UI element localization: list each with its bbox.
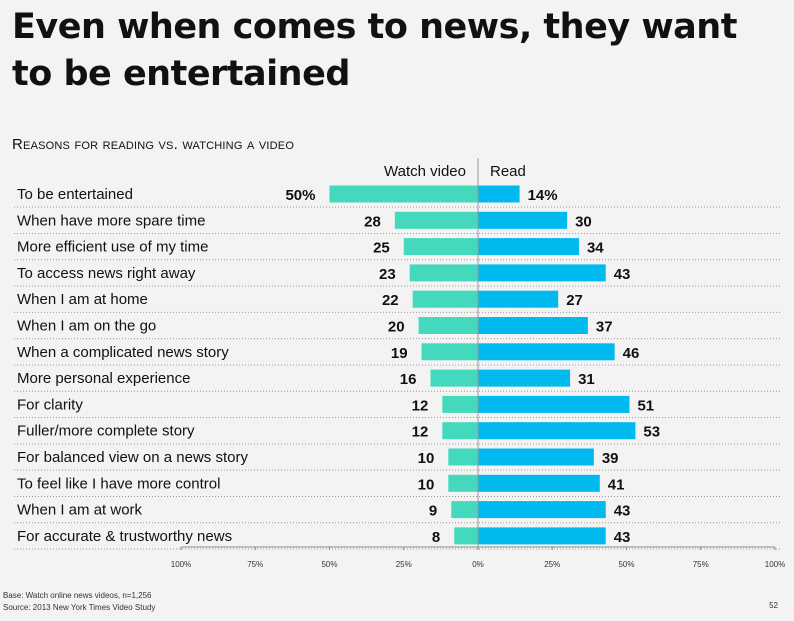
value-label-watch-video: 23 [379, 266, 396, 283]
bar-read [478, 474, 600, 492]
value-label-read: 39 [602, 450, 619, 467]
category-label: Fuller/more complete story [17, 423, 195, 440]
value-label-watch-video: 9 [429, 503, 437, 520]
value-label-read: 34 [587, 240, 604, 257]
x-tick-label: 50% [618, 560, 634, 569]
source-note: Source: 2013 New York Times Video Study [3, 603, 156, 612]
bar-watch-video [421, 343, 478, 361]
bar-read [478, 527, 606, 545]
value-label-watch-video: 50% [285, 187, 315, 204]
bar-read [478, 448, 594, 466]
value-label-watch-video: 19 [391, 345, 408, 362]
value-label-read: 37 [596, 319, 613, 336]
page-number: 52 [769, 601, 778, 610]
bar-read [478, 395, 630, 413]
category-label: For clarity [17, 396, 83, 413]
bar-read [478, 317, 588, 334]
category-label: To access news right away [17, 265, 196, 282]
value-label-read: 51 [637, 397, 654, 414]
bar-watch-video [451, 501, 478, 519]
bar-read [478, 369, 571, 387]
chart-title: Reasons for reading vs. watching a video [12, 136, 295, 153]
category-label: When a complicated news story [17, 344, 229, 361]
bar-read [478, 422, 636, 440]
value-label-read: 27 [566, 292, 583, 309]
slide-title: Even when comes to news, they want to be… [12, 7, 737, 94]
bar-watch-video [454, 527, 478, 545]
category-label: To be entertained [17, 186, 133, 203]
bar-read [478, 238, 579, 256]
value-label-watch-video: 16 [400, 371, 417, 388]
bar-read [478, 211, 568, 229]
x-tick-label: 25% [396, 560, 412, 569]
bar-watch-video [329, 185, 478, 203]
category-label: When I am at work [17, 502, 143, 519]
value-label-read: 43 [614, 503, 631, 520]
x-tick-label: 75% [247, 560, 263, 569]
bar-watch-video [409, 264, 478, 282]
bar-read [478, 264, 606, 282]
diverging-bar-chart: Watch video Read To be entertained 50% 14% Wh… [14, 158, 785, 569]
bar-read [478, 290, 559, 308]
category-label: When I am at home [17, 291, 148, 308]
value-label-read: 41 [608, 476, 625, 493]
category-label: To feel like I have more control [17, 475, 220, 492]
x-tick-label: 100% [765, 560, 785, 569]
value-label-watch-video: 10 [418, 476, 435, 493]
value-label-read: 53 [643, 424, 660, 441]
category-label: When have more spare time [17, 212, 205, 229]
value-label-read: 14% [528, 187, 558, 204]
bar-watch-video [442, 422, 478, 440]
value-label-read: 43 [614, 266, 631, 283]
bar-watch-video [430, 369, 478, 387]
bar-watch-video [442, 395, 478, 413]
category-label: For balanced view on a news story [17, 449, 248, 466]
x-tick-label: 0% [472, 560, 484, 569]
value-label-watch-video: 25 [373, 240, 390, 257]
series-header-read: Read [490, 163, 526, 180]
bar-watch-video [394, 211, 478, 229]
bar-read [478, 501, 606, 519]
bar-watch-video [418, 317, 478, 334]
x-tick-label: 25% [544, 560, 560, 569]
value-label-watch-video: 12 [412, 397, 429, 414]
value-label-watch-video: 28 [364, 213, 381, 230]
x-tick-label: 75% [693, 560, 709, 569]
category-label: More efficient use of my time [17, 239, 208, 256]
value-label-read: 46 [623, 345, 640, 362]
value-label-watch-video: 20 [388, 319, 405, 336]
value-label-read: 30 [575, 213, 592, 230]
category-label: When I am on the go [17, 318, 156, 335]
base-note: Base: Watch online news videos, n=1,256 [3, 591, 152, 600]
category-label: More personal experience [17, 370, 190, 387]
value-label-read: 43 [614, 529, 631, 546]
category-label: For accurate & trustworthy news [17, 528, 232, 545]
series-header-watch-video: Watch video [384, 163, 466, 180]
bar-watch-video [448, 448, 478, 466]
value-label-watch-video: 12 [412, 424, 429, 441]
value-label-watch-video: 10 [418, 450, 435, 467]
value-label-watch-video: 22 [382, 292, 399, 309]
bar-read [478, 343, 615, 361]
bar-watch-video [412, 290, 478, 308]
x-tick-label: 100% [171, 560, 191, 569]
bar-watch-video [403, 238, 478, 256]
bar-watch-video [448, 474, 478, 492]
x-tick-label: 50% [321, 560, 337, 569]
value-label-read: 31 [578, 371, 595, 388]
bar-read [478, 185, 520, 203]
value-label-watch-video: 8 [432, 529, 440, 546]
